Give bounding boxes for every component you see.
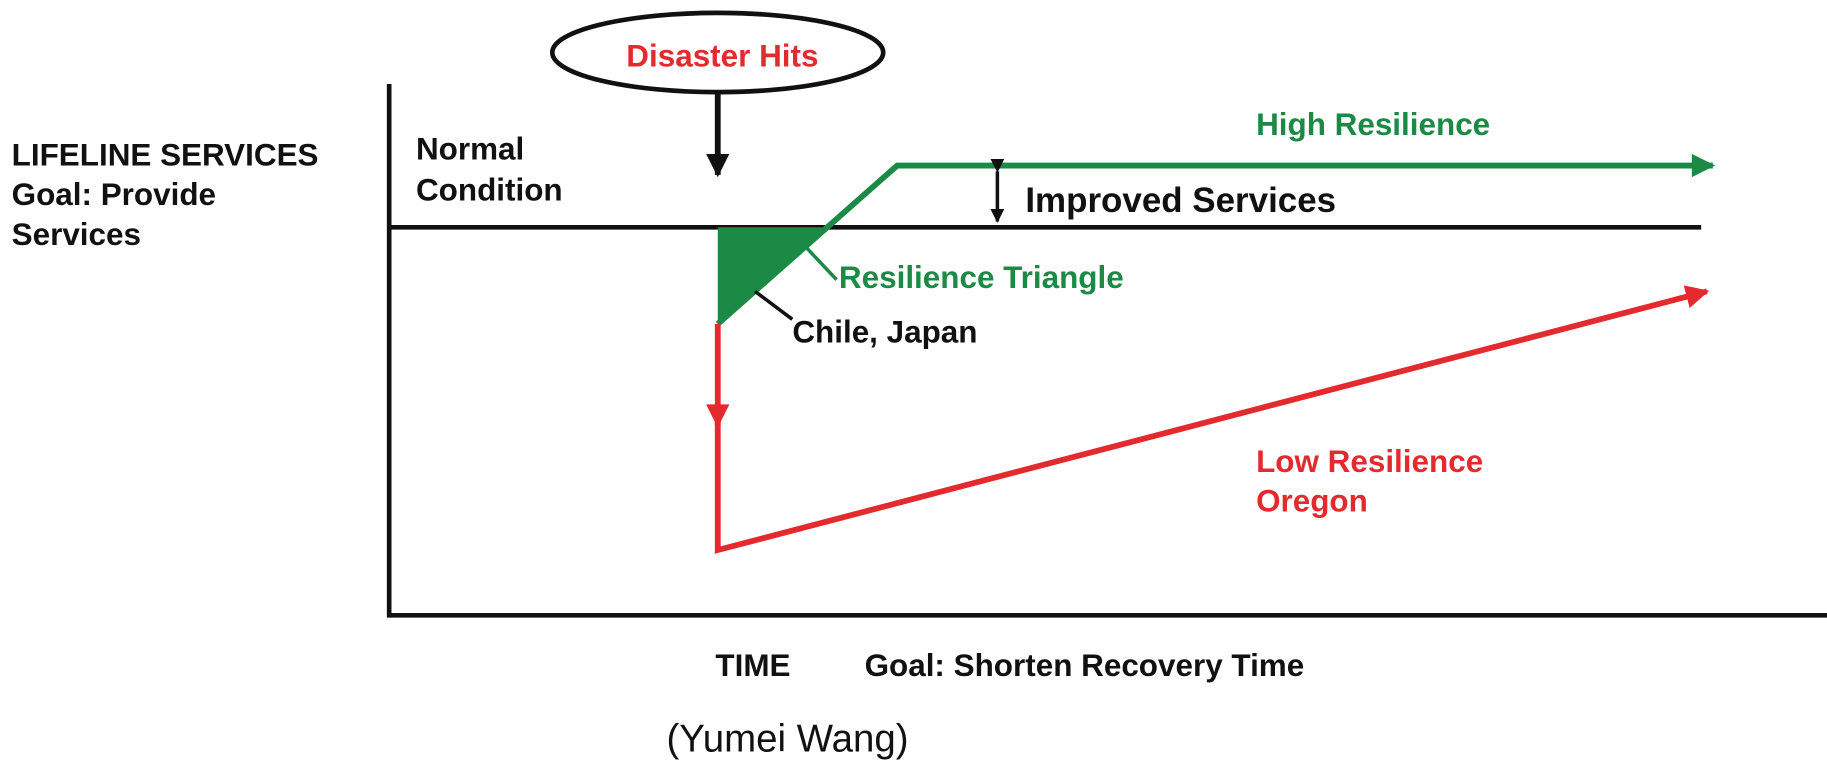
triangle-label: Resilience Triangle <box>839 260 1124 295</box>
credit: (Yumei Wang) <box>666 718 908 761</box>
high-resilience-line <box>715 153 1716 327</box>
x-label: TIME <box>715 648 790 683</box>
triangle-leader <box>796 237 838 281</box>
examples-label: Chile, Japan <box>792 315 977 350</box>
normal-label: Normal <box>416 132 524 167</box>
callout-ellipse <box>549 10 886 95</box>
y-label: Goal: Provide <box>12 177 216 212</box>
y-label: LIFELINE SERVICES <box>12 138 319 173</box>
x-goal: Goal: Shorten Recovery Time <box>865 648 1305 683</box>
improved-label: Improved Services <box>1025 181 1336 220</box>
low-label: Low Resilience <box>1256 444 1483 479</box>
y-label: Services <box>12 217 141 252</box>
low-label: Oregon <box>1256 484 1368 519</box>
axes <box>386 83 1827 618</box>
high-label: High Resilience <box>1256 107 1490 142</box>
normal-label: Condition <box>416 172 563 207</box>
callout-text: Disaster Hits <box>626 38 818 73</box>
low-resilience-line <box>714 285 1710 554</box>
examples-leader <box>753 289 794 321</box>
